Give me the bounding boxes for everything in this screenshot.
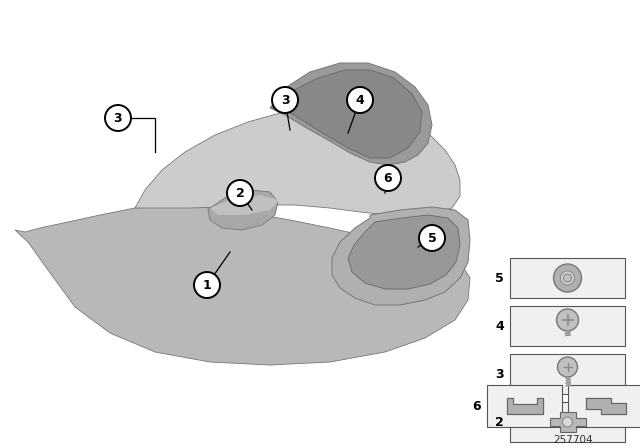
Polygon shape — [272, 70, 422, 158]
Polygon shape — [586, 398, 625, 414]
Bar — [510, 354, 625, 394]
Circle shape — [563, 274, 572, 282]
Circle shape — [554, 264, 582, 292]
Text: 6: 6 — [384, 172, 392, 185]
Polygon shape — [332, 207, 470, 305]
Polygon shape — [506, 398, 543, 414]
Text: 257704: 257704 — [553, 435, 593, 445]
Text: 6: 6 — [472, 400, 481, 413]
Circle shape — [272, 87, 298, 113]
Text: 3: 3 — [114, 112, 122, 125]
Polygon shape — [135, 108, 460, 215]
Circle shape — [563, 417, 573, 427]
Polygon shape — [15, 205, 470, 365]
Text: 5: 5 — [495, 271, 504, 284]
Circle shape — [557, 309, 579, 331]
Polygon shape — [550, 412, 586, 432]
Text: 5: 5 — [428, 232, 436, 245]
Circle shape — [561, 271, 575, 285]
Bar — [487, 385, 562, 427]
Text: 4: 4 — [495, 319, 504, 332]
Polygon shape — [270, 63, 432, 165]
Text: 3: 3 — [281, 94, 289, 107]
Text: 4: 4 — [356, 94, 364, 107]
Circle shape — [105, 105, 131, 131]
Circle shape — [419, 225, 445, 251]
Polygon shape — [208, 190, 278, 230]
Polygon shape — [210, 195, 280, 215]
Polygon shape — [348, 215, 460, 289]
Bar — [510, 402, 625, 442]
Circle shape — [194, 272, 220, 298]
Text: 2: 2 — [495, 415, 504, 428]
Bar — [510, 306, 625, 346]
Text: 2: 2 — [236, 186, 244, 199]
Text: 3: 3 — [495, 367, 504, 380]
Circle shape — [375, 165, 401, 191]
Bar — [510, 258, 625, 298]
Circle shape — [557, 357, 577, 377]
Circle shape — [347, 87, 373, 113]
Circle shape — [227, 180, 253, 206]
Text: 1: 1 — [203, 279, 211, 292]
Bar — [568, 385, 640, 427]
